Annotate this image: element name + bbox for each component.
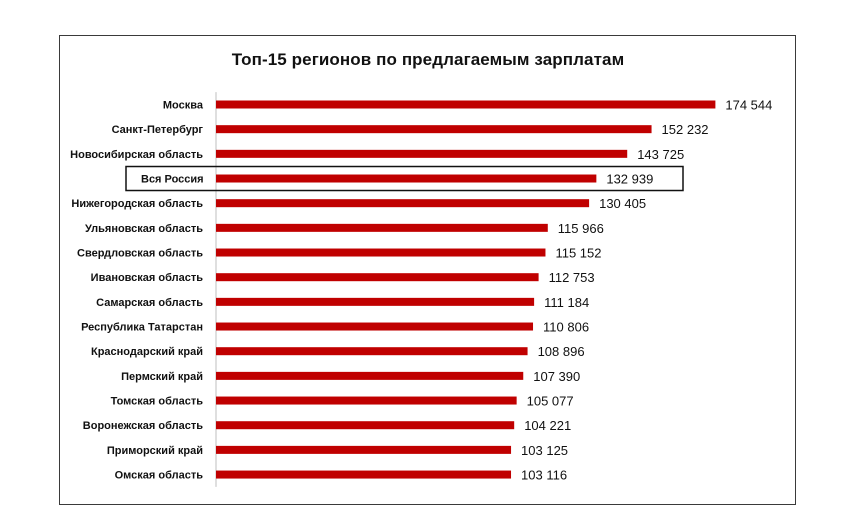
category-label: Вся Россия [141,174,204,186]
bar [216,470,512,479]
bar [216,248,546,257]
value-label: 108 896 [538,344,585,359]
bar [216,100,716,109]
category-label: Москва [163,100,204,112]
value-label: 130 405 [599,196,646,211]
bar [216,371,524,380]
value-label: 112 753 [549,270,595,285]
chart-title: Топ-15 регионов по предлагаемым зарплата… [231,50,625,69]
value-label: 143 725 [637,147,684,162]
bar [216,347,528,356]
value-label: 111 184 [544,295,589,310]
category-label: Краснодарский край [91,346,203,358]
category-label: Пермский край [121,371,203,383]
bar [216,322,534,331]
category-label: Республика Татарстан [81,322,203,334]
bar [216,297,535,306]
category-label: Новосибирская область [70,149,203,161]
value-label: 103 125 [521,443,568,458]
category-label: Воронежская область [83,420,203,432]
category-label: Ивановская область [91,272,204,284]
category-label: Омская область [115,470,204,482]
category-label: Приморский край [107,445,203,457]
bar [216,199,590,208]
bar [216,223,548,232]
bar [216,396,517,405]
value-label: 115 152 [555,246,601,261]
value-label: 152 232 [662,122,709,137]
value-label: 115 966 [558,221,604,236]
value-label: 174 544 [725,98,772,113]
bar [216,149,628,158]
bar [216,421,515,430]
category-label: Свердловская область [77,248,203,260]
bar [216,125,652,134]
category-label: Томская область [111,396,204,408]
category-label: Ульяновская область [85,223,203,235]
value-label: 110 806 [543,320,589,335]
value-label: 103 116 [521,468,567,483]
value-label: 107 390 [533,369,580,384]
bar [216,273,539,282]
bar [216,445,512,454]
value-label: 132 939 [606,172,653,187]
category-label: Нижегородская область [71,198,203,210]
category-label: Санкт-Петербург [112,124,204,136]
highlight-box [125,165,684,192]
bar [216,174,597,183]
category-label: Самарская область [96,297,203,309]
value-label: 105 077 [527,394,574,409]
value-label: 104 221 [524,418,571,433]
